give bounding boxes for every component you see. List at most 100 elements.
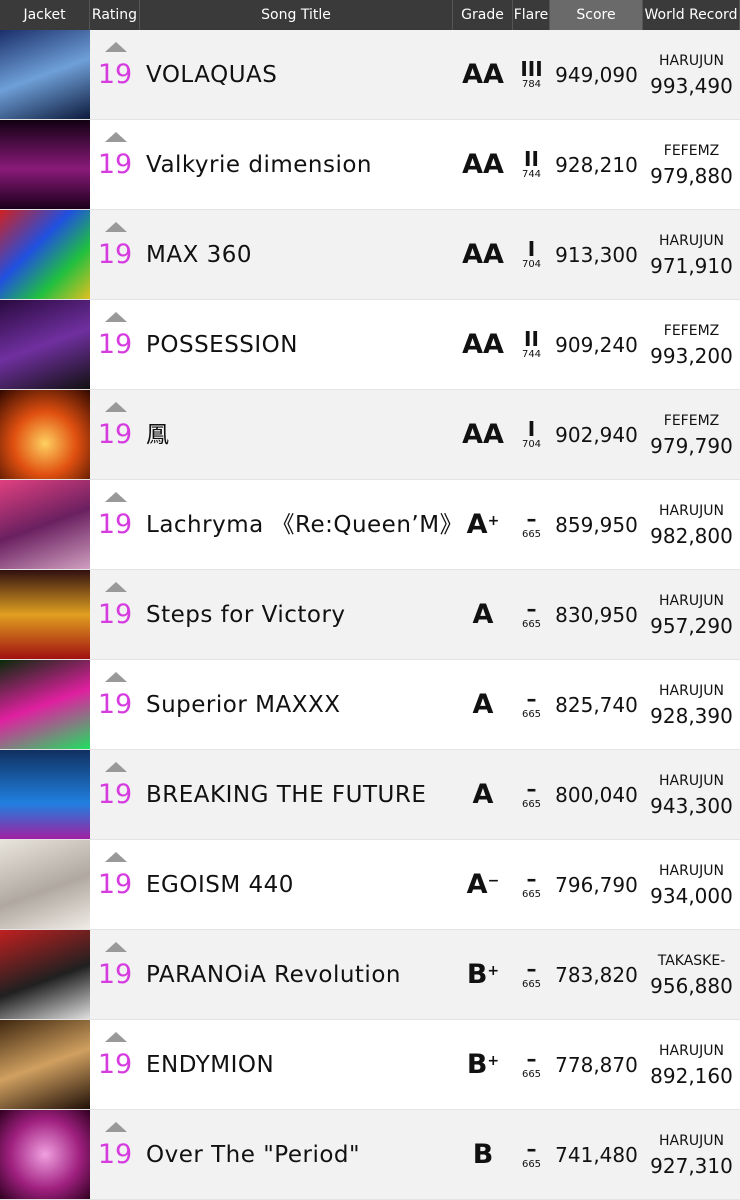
world-record-cell: HARUJUN 971,910	[643, 210, 740, 299]
grade-cell: B	[453, 1110, 513, 1199]
song-title: MAX 360	[146, 241, 253, 268]
flare-points: 704	[521, 438, 542, 450]
flare-rank: –	[526, 596, 537, 621]
grade: B	[466, 959, 488, 990]
rating-cell: 19	[90, 120, 140, 209]
grade-cell: A +	[453, 480, 513, 569]
flare-points: 665	[521, 528, 542, 540]
record-holder: FEFEMZ	[663, 412, 720, 429]
record-holder: HARUJUN	[659, 232, 724, 249]
song-title: PARANOiA Revolution	[146, 961, 401, 988]
flare-points: 704	[521, 258, 542, 270]
record-holder: HARUJUN	[659, 52, 724, 69]
up-arrow	[105, 582, 127, 592]
song-title: POSSESSION	[146, 331, 298, 358]
world-record-cell: HARUJUN 993,490	[643, 30, 740, 119]
up-arrow	[105, 42, 127, 52]
flare-cell: I 704	[513, 390, 550, 479]
grade: B	[472, 1139, 494, 1170]
table-row: 19 EGOISM 440 A − –665 796,790 HARUJUN 934,000	[0, 840, 740, 930]
jacket-image	[0, 120, 90, 209]
record-holder: HARUJUN	[659, 1132, 724, 1149]
flare-cell: –665	[513, 840, 550, 929]
jacket-image	[0, 1020, 90, 1109]
score: 741,480	[555, 1142, 638, 1167]
record-holder: TAKASKE-	[657, 952, 726, 969]
grade: AA	[462, 419, 504, 450]
up-arrow	[105, 1122, 127, 1132]
rating: 19	[97, 239, 133, 270]
jacket-image	[0, 930, 90, 1019]
grade-cell: AA	[453, 210, 513, 299]
jacket-image	[0, 480, 90, 569]
flare-points: 784	[521, 78, 542, 90]
flare-rank: III	[520, 56, 543, 81]
rating-cell: 19	[90, 840, 140, 929]
up-arrow	[105, 492, 127, 502]
jacket-image	[0, 660, 90, 749]
up-arrow	[105, 1032, 127, 1042]
grade: A	[472, 689, 494, 720]
grade-cell: A	[453, 570, 513, 659]
flare-cell: –665	[513, 1110, 550, 1199]
flare-rank: II	[524, 326, 539, 351]
record-holder: HARUJUN	[659, 1042, 724, 1059]
record-score: 957,290	[650, 613, 733, 638]
flare-points: 665	[521, 888, 542, 900]
record-score: 956,880	[650, 973, 733, 998]
grade-cell: AA	[453, 120, 513, 209]
table-row: 19 PARANOiA Revolution B + –665 783,820 TAKASK…	[0, 930, 740, 1020]
record-holder: HARUJUN	[659, 502, 724, 519]
column-header: Rating	[90, 0, 140, 30]
up-arrow	[105, 672, 127, 682]
flare-cell: III 784	[513, 30, 550, 119]
record-holder: HARUJUN	[659, 682, 724, 699]
table-row: 19 Lachryma 《Re:Queen’M》 A + –665 859,950 HARU…	[0, 480, 740, 570]
flare-cell: I 704	[513, 210, 550, 299]
rating: 19	[97, 869, 133, 900]
rating-cell: 19	[90, 660, 140, 749]
flare-points: 744	[521, 168, 542, 180]
record-score: 943,300	[650, 793, 733, 818]
record-holder: HARUJUN	[659, 592, 724, 609]
table-row: 19 POSSESSION AA II 744 909,240 FEFEMZ 993,200	[0, 300, 740, 390]
flare-cell: –665	[513, 1020, 550, 1109]
flare-rank: I	[527, 236, 536, 261]
rating: 19	[97, 779, 133, 810]
up-arrow	[105, 942, 127, 952]
grade: AA	[462, 329, 504, 360]
song-title: Superior MAXXX	[146, 691, 341, 718]
rating-cell: 19	[90, 210, 140, 299]
flare-rank: –	[526, 1136, 537, 1161]
table-row: 19 ENDYMION B + –665 778,870 HARUJUN 892,160	[0, 1020, 740, 1110]
score: 913,300	[555, 242, 638, 267]
score: 796,790	[555, 872, 638, 897]
table-row: 19 VOLAQUAS AA III 784 949,090 HARUJUN 993,490	[0, 30, 740, 120]
flare-points: 665	[521, 1068, 542, 1080]
flare-points: 744	[521, 348, 542, 360]
flare-rank: –	[526, 956, 537, 981]
rating-cell: 19	[90, 750, 140, 839]
grade-cell: AA	[453, 300, 513, 389]
song-title: EGOISM 440	[146, 871, 294, 898]
score: 825,740	[555, 692, 638, 717]
table-row: 19 鳳 AA I 704 902,940 FEFEMZ 979,790	[0, 390, 740, 480]
world-record-cell: HARUJUN 957,290	[643, 570, 740, 659]
grade-modifier: +	[487, 962, 500, 979]
rating: 19	[97, 1049, 133, 1080]
grade: A	[472, 779, 494, 810]
rating: 19	[97, 59, 133, 90]
world-record-cell: HARUJUN 892,160	[643, 1020, 740, 1109]
jacket-image	[0, 30, 90, 119]
record-score: 928,390	[650, 703, 733, 728]
grade: A	[466, 869, 488, 900]
flare-rank: II	[524, 146, 539, 171]
score: 778,870	[555, 1052, 638, 1077]
grade-modifier: +	[487, 1052, 500, 1069]
flare-rank: –	[526, 776, 537, 801]
jacket-image	[0, 750, 90, 839]
grade-cell: A −	[453, 840, 513, 929]
song-title: Lachryma 《Re:Queen’M》	[146, 511, 464, 538]
jacket-image	[0, 1110, 90, 1199]
